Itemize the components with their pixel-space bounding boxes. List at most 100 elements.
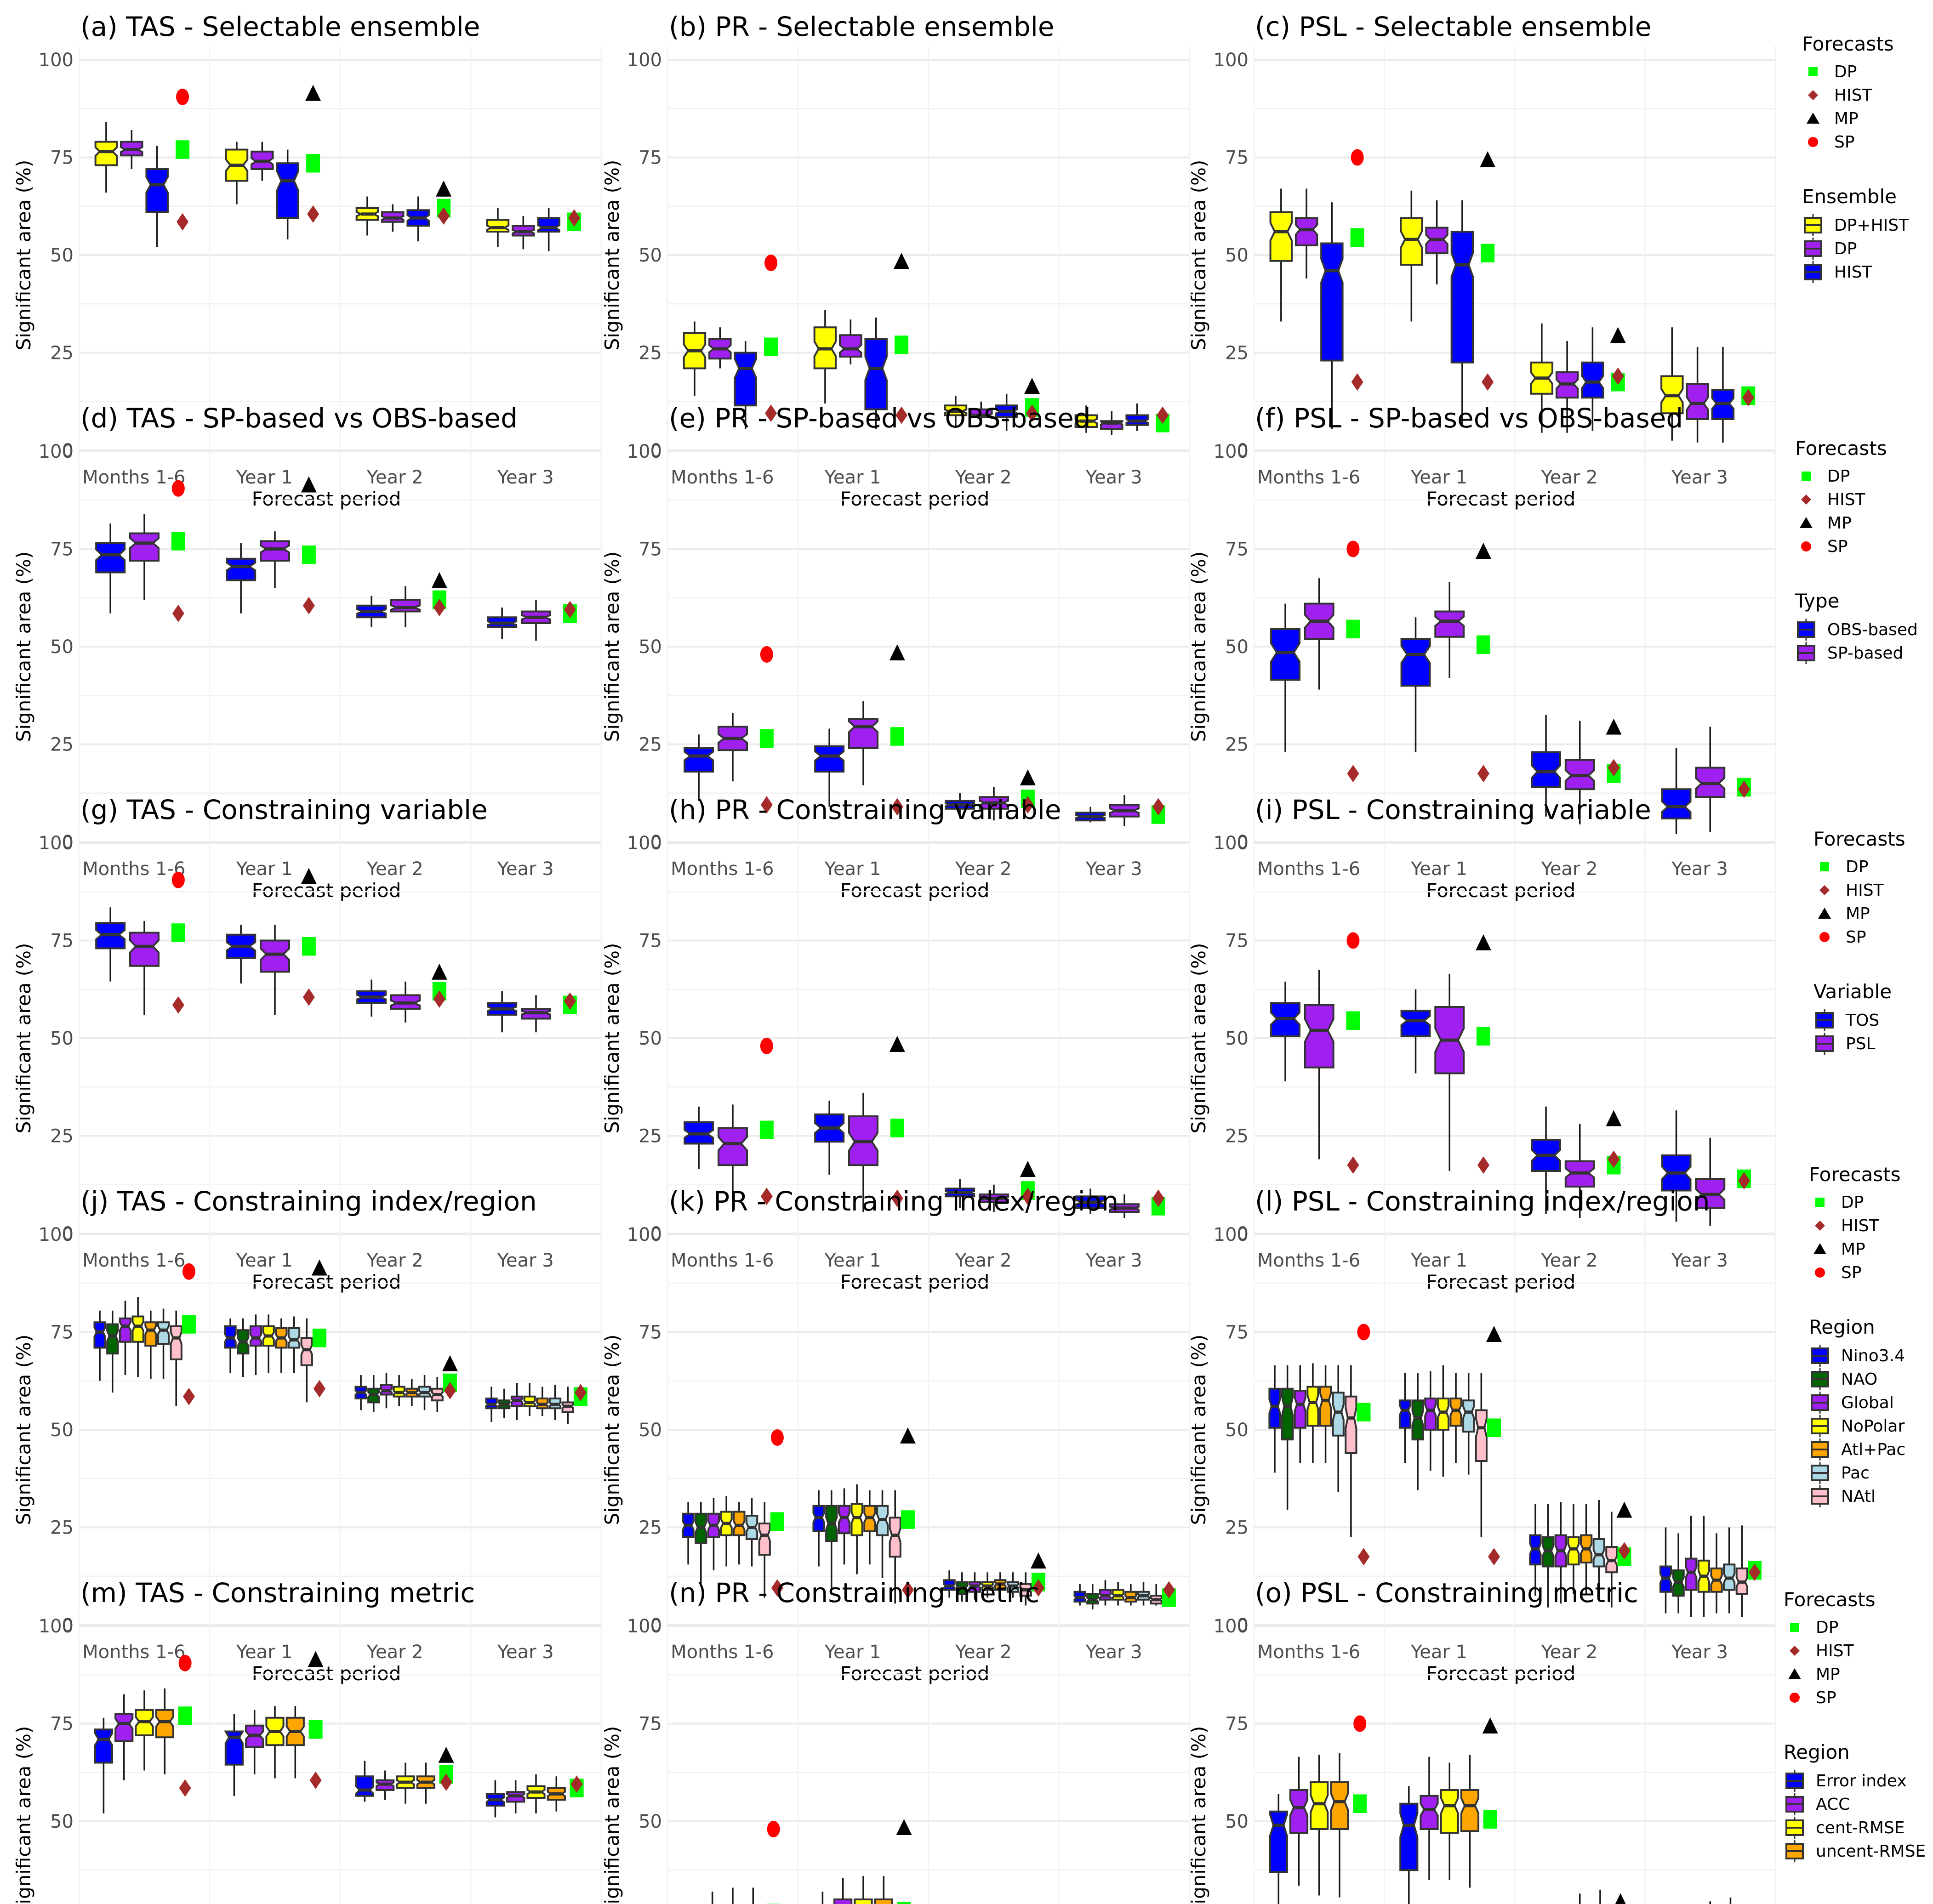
marker-hist xyxy=(433,990,445,1008)
legend-item-hist: HIST xyxy=(1819,881,1884,900)
y-tick-label: 50 xyxy=(1225,1028,1249,1049)
x-tick-label: Months 1-6 xyxy=(1257,1642,1360,1663)
box-sp-based xyxy=(848,718,879,749)
legend-label: DP xyxy=(1834,239,1857,258)
legend-item-sp: SP xyxy=(1819,928,1866,947)
legend-item-sp: SP xyxy=(1808,133,1855,152)
legend-title-group: Ensemble xyxy=(1802,185,1897,208)
box-sp-based xyxy=(259,540,291,562)
legend-item-hist: HIST xyxy=(1801,490,1866,509)
x-tick-label: Year 1 xyxy=(236,1642,293,1663)
x-tick-label: Year 3 xyxy=(1671,1250,1728,1271)
triangle-icon xyxy=(1807,113,1819,124)
marker-mp xyxy=(301,476,317,493)
marker-sp xyxy=(1353,1715,1367,1732)
y-tick-label: 50 xyxy=(50,1811,74,1832)
panel-title: (d) TAS - SP-based vs OBS-based xyxy=(80,403,518,434)
legend-item-cent-rmse: cent-RMSE xyxy=(1785,1817,1905,1839)
marker-sp xyxy=(178,1654,192,1671)
x-tick-label: Year 1 xyxy=(236,858,293,880)
marker-dp xyxy=(302,546,316,564)
marker-dp xyxy=(1350,228,1364,247)
marker-dp xyxy=(1346,1011,1360,1030)
y-tick-label: 100 xyxy=(39,1224,74,1245)
legend-item-mp: MP xyxy=(1788,1665,1840,1684)
marker-dp xyxy=(306,154,320,173)
box-cent-rmse xyxy=(1440,1789,1459,1834)
square-icon xyxy=(1802,472,1811,481)
marker-mp xyxy=(431,572,447,588)
y-tick-label: 50 xyxy=(639,1420,662,1441)
legend-item-hist: HIST xyxy=(1815,1216,1880,1235)
legend-label: HIST xyxy=(1816,1642,1854,1660)
box-dp-hist xyxy=(94,141,118,166)
x-tick-label: Year 3 xyxy=(1085,1250,1142,1271)
x-tick-label: Months 1-6 xyxy=(1257,858,1360,880)
panel-title: (a) TAS - Selectable ensemble xyxy=(80,11,480,42)
marker-hist xyxy=(1157,406,1169,424)
legend-label: HIST xyxy=(1846,881,1884,900)
box-obs-based xyxy=(814,745,845,773)
marker-sp xyxy=(171,480,185,497)
marker-mp xyxy=(1475,934,1491,950)
x-tick-label: Year 3 xyxy=(497,1642,554,1663)
y-axis-title: Significant area (%) xyxy=(601,551,623,742)
box-hist xyxy=(734,352,757,407)
marker-mp xyxy=(1020,769,1036,785)
panel-i: (i) PSL - Constraining variable 0 25 50 75 10… xyxy=(1187,794,1776,1293)
legend-label: NoPolar xyxy=(1841,1417,1904,1436)
marker-mp xyxy=(1030,1552,1046,1569)
legend-item-tos: TOS xyxy=(1815,1009,1879,1031)
marker-sp xyxy=(182,1263,195,1280)
x-tick-label: Months 1-6 xyxy=(671,1642,774,1663)
marker-hist xyxy=(771,1579,783,1597)
marker-hist xyxy=(1163,1581,1175,1599)
y-tick-label: 50 xyxy=(1225,637,1249,658)
legend-item-sp: SP xyxy=(1790,1688,1836,1707)
y-tick-label: 25 xyxy=(1225,1518,1249,1539)
x-tick-label: Year 1 xyxy=(824,858,881,880)
marker-dp xyxy=(308,1720,323,1739)
marker-sp xyxy=(760,1038,773,1054)
x-tick-label: Year 1 xyxy=(1410,467,1467,488)
box-natl xyxy=(1345,1395,1357,1454)
box-obs-based xyxy=(1531,751,1561,788)
marker-dp xyxy=(759,729,774,748)
x-tick-label: Months 1-6 xyxy=(82,1642,185,1663)
marker-sp xyxy=(764,255,778,271)
marker-hist xyxy=(179,1779,191,1797)
x-tick-label: Months 1-6 xyxy=(82,858,185,880)
marker-sp xyxy=(1357,1324,1370,1341)
marker-hist xyxy=(574,1384,587,1402)
triangle-icon xyxy=(1818,908,1831,919)
y-tick-label: 100 xyxy=(1214,50,1249,71)
marker-dp xyxy=(759,1120,774,1139)
panel-title: (k) PR - Constraining index/region xyxy=(669,1186,1118,1217)
y-tick-label: 25 xyxy=(639,734,662,756)
marker-hist xyxy=(760,796,773,814)
legend-label: PSL xyxy=(1846,1034,1876,1053)
box-psl xyxy=(1304,1004,1334,1069)
marker-hist xyxy=(1032,1579,1044,1597)
y-tick-label: 50 xyxy=(50,1420,74,1441)
panel-k: (k) PR - Constraining index/region 0 25 50 7… xyxy=(601,1186,1191,1685)
legend-item-uncent-rmse: uncent-RMSE xyxy=(1785,1840,1926,1862)
x-tick-label: Months 1-6 xyxy=(671,858,774,880)
legend-label: SP xyxy=(1841,1263,1862,1282)
marker-mp xyxy=(1616,1501,1632,1518)
marker-dp xyxy=(176,140,190,159)
marker-hist xyxy=(760,1188,773,1205)
legend-label: DP xyxy=(1816,1618,1838,1637)
x-tick-label: Year 2 xyxy=(1541,467,1598,488)
legend-item-hist: HIST xyxy=(1804,261,1873,283)
marker-dp xyxy=(1353,1794,1367,1813)
legend-item-mp: MP xyxy=(1813,1240,1865,1259)
marker-hist xyxy=(440,1773,452,1791)
panel-title: (g) TAS - Constraining variable xyxy=(80,794,488,825)
marker-hist xyxy=(1477,1156,1489,1174)
y-axis-title: Significant area (%) xyxy=(12,160,35,351)
marker-sp xyxy=(760,646,773,663)
x-tick-label: Year 2 xyxy=(955,858,1012,880)
legend-label: MP xyxy=(1846,904,1870,923)
box-obs-based xyxy=(1400,638,1431,687)
